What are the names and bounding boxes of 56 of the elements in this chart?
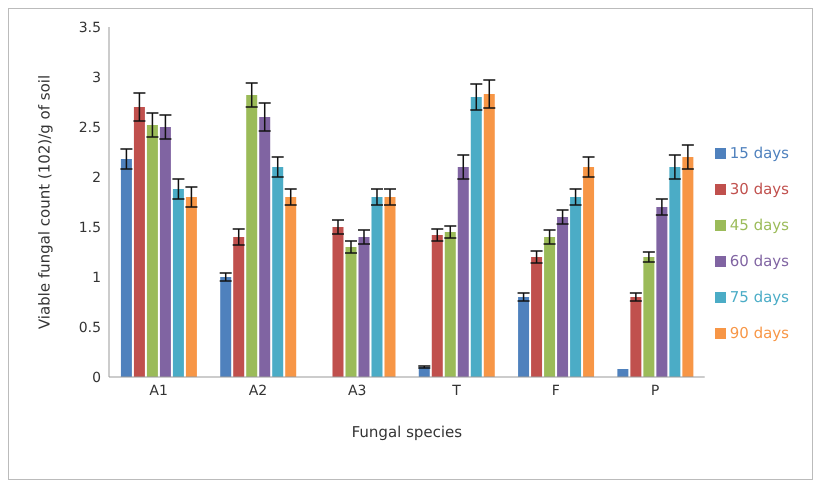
bar [285, 197, 296, 377]
bar [332, 227, 344, 377]
legend-label: 15 days [730, 144, 789, 162]
bar [617, 369, 628, 377]
bar [160, 127, 171, 377]
bar [570, 197, 582, 377]
bar [134, 107, 145, 377]
legend-label: 60 days [730, 252, 789, 270]
bar [458, 167, 469, 377]
y-tick-label: 3.5 [78, 20, 101, 36]
x-tick-label: T [451, 382, 462, 399]
bar [371, 197, 382, 377]
bar [384, 197, 396, 377]
bar [669, 167, 680, 377]
bar [272, 167, 284, 377]
bar [656, 207, 668, 377]
bar [358, 237, 370, 377]
bar [444, 232, 456, 377]
y-tick-label: 0 [92, 370, 101, 386]
bar [484, 94, 495, 377]
y-tick-label: 1 [92, 270, 101, 286]
bar [120, 159, 132, 377]
bar [630, 297, 642, 377]
y-tick-label: 0.5 [78, 320, 101, 336]
x-axis-title: Fungal species [352, 423, 462, 441]
bar [518, 297, 530, 377]
legend-label: 45 days [730, 216, 789, 234]
bar [557, 217, 568, 377]
bar [531, 257, 542, 377]
bar [220, 277, 232, 377]
bar [432, 235, 443, 377]
y-tick-label: 2 [92, 170, 101, 186]
legend-label: 75 days [730, 288, 789, 306]
y-tick-label: 2.5 [78, 120, 101, 136]
legend-label: 90 days [730, 324, 789, 342]
y-axis-title: Viable fungal count (102)/g of soil [35, 74, 54, 330]
bar [470, 97, 482, 377]
legend-label: 30 days [730, 180, 789, 198]
bar [643, 257, 654, 377]
y-tick-label: 3 [92, 70, 101, 86]
x-tick-label: A1 [149, 382, 168, 399]
bar [233, 237, 244, 377]
y-tick-label: 1.5 [78, 220, 101, 236]
bar [146, 125, 158, 377]
bar [682, 157, 694, 377]
x-tick-label: F [552, 382, 560, 399]
bar [246, 95, 258, 377]
bar [544, 237, 556, 377]
bar [583, 167, 594, 377]
bar [259, 117, 270, 377]
x-tick-label: A2 [248, 382, 268, 399]
bar [345, 247, 356, 377]
x-tick-label: A3 [348, 382, 366, 399]
x-tick-label: P [650, 382, 660, 399]
bar [186, 197, 197, 377]
bar [172, 189, 184, 377]
